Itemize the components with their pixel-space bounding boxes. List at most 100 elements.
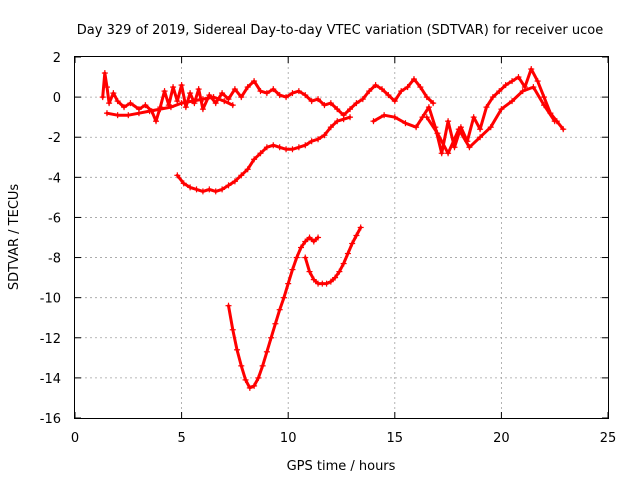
- x-tick-label: 10: [280, 431, 297, 446]
- chart-title: Day 329 of 2019, Sidereal Day-to-day VTE…: [77, 23, 603, 38]
- data-point: [199, 96, 206, 103]
- data-point: [285, 280, 292, 287]
- data-point: [498, 106, 505, 113]
- data-point: [372, 82, 379, 89]
- axis-ticks: [74, 56, 609, 419]
- y-tick-label: -8: [48, 252, 61, 267]
- data-point: [187, 90, 194, 97]
- data-point: [251, 156, 258, 163]
- data-point: [167, 104, 174, 111]
- data-point: [455, 126, 462, 133]
- data-point: [219, 186, 226, 193]
- data-point: [417, 84, 424, 91]
- y-tick-label: -10: [40, 292, 61, 307]
- data-point: [370, 118, 377, 125]
- data-point: [270, 86, 277, 93]
- data-point: [174, 172, 181, 179]
- data-point: [210, 94, 217, 101]
- data-point: [276, 306, 283, 313]
- data-point: [295, 144, 302, 151]
- data-point: [402, 120, 409, 127]
- data-point: [263, 90, 270, 97]
- data-point: [146, 108, 153, 115]
- x-tick-label: 25: [600, 431, 617, 446]
- data-point: [238, 172, 245, 179]
- data-point: [430, 100, 437, 107]
- data-point: [423, 114, 430, 121]
- data-point: [114, 98, 121, 105]
- data-point: [519, 88, 526, 95]
- data-point: [323, 280, 330, 287]
- data-point: [423, 94, 430, 101]
- data-point: [270, 142, 277, 149]
- x-tick-label: 20: [493, 431, 510, 446]
- data-point: [308, 98, 315, 105]
- data-point: [221, 98, 228, 105]
- data-point: [357, 224, 364, 231]
- data-point: [327, 100, 334, 107]
- data-point: [445, 118, 452, 125]
- x-tick-label: 5: [177, 431, 185, 446]
- y-axis-label: SDTVAR / TECUs: [7, 184, 22, 291]
- data-point: [534, 78, 541, 85]
- data-point: [297, 244, 304, 251]
- data-point: [238, 362, 245, 369]
- series-right-cluster-lower-band: [423, 84, 558, 157]
- data-point: [477, 126, 484, 133]
- data-point: [302, 238, 309, 245]
- data-point: [106, 100, 113, 107]
- data-point: [125, 112, 132, 119]
- x-tick-labels: 0 5 10 15 20 25: [71, 431, 616, 446]
- data-point: [560, 126, 567, 133]
- data-point: [103, 110, 110, 117]
- data-point: [272, 320, 279, 327]
- data-point: [255, 374, 262, 381]
- y-tick-label: -2: [48, 131, 61, 146]
- data-point: [438, 150, 445, 157]
- series-middle-arc: [174, 114, 354, 195]
- data-point: [193, 186, 200, 193]
- data-point: [327, 124, 334, 131]
- data-point: [308, 138, 315, 145]
- data-point: [470, 114, 477, 121]
- plot-frame: [74, 56, 609, 419]
- data-point: [189, 98, 196, 105]
- data-point: [187, 184, 194, 191]
- data-point: [206, 186, 213, 193]
- data-point: [340, 116, 347, 123]
- data-point: [280, 294, 287, 301]
- x-axis-label: GPS time / hours: [287, 459, 396, 474]
- data-point: [283, 94, 290, 101]
- data-point: [289, 146, 296, 153]
- data-point: [289, 266, 296, 273]
- series-v-dip-right-arm: [302, 224, 364, 287]
- data-point: [310, 238, 317, 245]
- data-point: [315, 96, 322, 103]
- data-point: [276, 144, 283, 151]
- data-point: [359, 96, 366, 103]
- data-point: [135, 110, 142, 117]
- data-point: [391, 98, 398, 105]
- data-point: [114, 112, 121, 119]
- data-point: [244, 166, 251, 173]
- data-point: [398, 88, 405, 95]
- data-point: [336, 268, 343, 275]
- data-point: [321, 132, 328, 139]
- data-point: [466, 144, 473, 151]
- y-tick-label: -14: [40, 372, 61, 387]
- data-point: [366, 88, 373, 95]
- data-point: [404, 84, 411, 91]
- data-point: [212, 188, 219, 195]
- data-point: [515, 74, 522, 81]
- data-point: [263, 348, 270, 355]
- data-point: [195, 86, 202, 93]
- data-point: [246, 384, 253, 391]
- data-point: [251, 78, 258, 85]
- data-point: [332, 274, 339, 281]
- data-point: [541, 94, 548, 101]
- data-point: [487, 124, 494, 131]
- data-point: [121, 104, 128, 111]
- data-point: [225, 96, 232, 103]
- data-point: [289, 90, 296, 97]
- y-tick-label: 0: [53, 91, 61, 106]
